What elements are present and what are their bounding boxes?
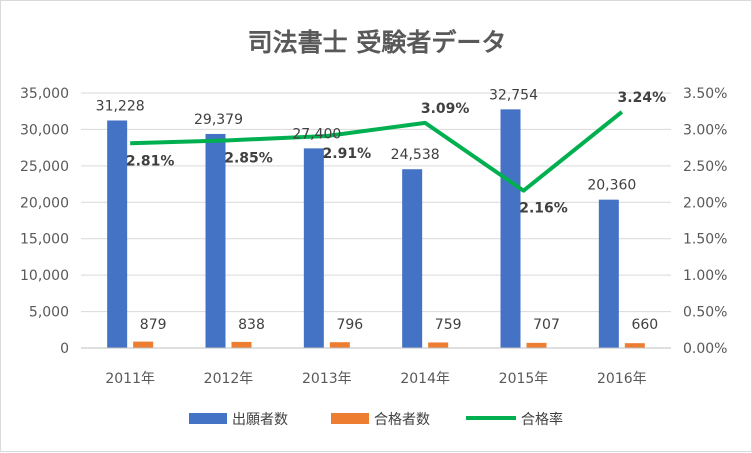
right-tick-label: 2.50% <box>683 159 727 175</box>
x-tick-label: 2011年 <box>105 371 155 387</box>
x-tick-label: 2012年 <box>204 371 254 387</box>
applicants-bar <box>500 109 521 349</box>
rate-line-path <box>130 110 624 193</box>
rate-data-label: 2.16% <box>519 201 568 217</box>
left-tick-label: 5,000 <box>29 305 69 321</box>
x-tick-label: 2016年 <box>597 371 647 387</box>
left-tick-label: 25,000 <box>20 159 69 175</box>
rate-data-label: 2.85% <box>224 150 273 166</box>
x-tick-label: 2014年 <box>400 371 450 387</box>
left-tick-label: 10,000 <box>20 268 69 284</box>
left-tick-label: 0 <box>60 341 69 357</box>
applicants-bar <box>303 148 324 348</box>
applicants-data-label: 24,538 <box>391 147 440 163</box>
data-labels: 31,228 29,379 27,400 24,538 32,754 20,360 879 8… <box>96 87 666 333</box>
legend-swatch <box>331 413 369 424</box>
applicants-data-label: 32,754 <box>489 87 538 103</box>
left-axis: 0 5,000 10,000 15,000 20,000 25,000 30,000 35,0… <box>20 86 69 357</box>
right-tick-label: 1.00% <box>683 268 727 284</box>
passers-data-label: 660 <box>631 317 658 333</box>
rate-data-label: 3.24% <box>618 90 667 106</box>
applicants-data-label: 29,379 <box>194 112 243 128</box>
passers-bar <box>231 341 252 348</box>
legend-label: 合格者数 <box>374 412 430 428</box>
passers-data-label: 707 <box>533 317 560 333</box>
legend-item: 合格率 <box>466 411 563 428</box>
applicants-bar <box>598 199 619 348</box>
applicants-data-label: 27,400 <box>292 126 341 142</box>
left-tick-label: 15,000 <box>20 232 69 248</box>
applicants-data-label: 20,360 <box>587 178 636 194</box>
right-tick-label: 2.00% <box>683 195 727 211</box>
bars <box>107 109 645 349</box>
applicants-bar <box>402 169 423 348</box>
rate-data-label: 2.81% <box>126 153 175 169</box>
left-tick-label: 20,000 <box>20 195 69 211</box>
legend-swatch <box>189 413 227 424</box>
passers-data-label: 796 <box>336 317 363 333</box>
rate-data-label: 3.09% <box>421 101 470 117</box>
passers-data-label: 759 <box>435 317 462 333</box>
passers-bar <box>133 341 154 348</box>
legend: 出願者数 合格者数 合格率 <box>189 411 563 428</box>
legend-label: 合格率 <box>521 411 563 428</box>
right-tick-label: 1.50% <box>683 232 727 248</box>
applicants-bar <box>107 120 128 348</box>
left-tick-label: 35,000 <box>20 86 69 102</box>
right-tick-label: 0.50% <box>683 305 727 321</box>
applicants-bar <box>205 133 226 348</box>
legend-label: 出願者数 <box>232 412 288 428</box>
x-tick-label: 2013年 <box>302 371 352 387</box>
gridlines <box>81 92 671 349</box>
passers-bar <box>329 342 350 348</box>
passers-data-label: 879 <box>140 317 167 333</box>
passers-bar <box>526 342 547 348</box>
passers-bar <box>624 343 645 348</box>
passers-bar <box>428 342 449 348</box>
passers-data-label: 838 <box>238 317 265 333</box>
x-axis: 2011年 2012年 2013年 2014年 2015年 2016年 <box>81 347 671 387</box>
right-axis: 0.00% 0.50% 1.00% 1.50% 2.00% 2.50% 3.00% 3.50% <box>683 86 727 357</box>
chart-title: 司法書士 受験者データ <box>248 28 507 57</box>
legend-item: 出願者数 <box>189 412 288 428</box>
legend-item: 合格者数 <box>331 412 430 428</box>
left-tick-label: 30,000 <box>20 122 69 138</box>
right-tick-label: 3.50% <box>683 86 727 102</box>
rate-data-label: 2.91% <box>323 146 372 162</box>
right-tick-label: 3.00% <box>683 122 727 138</box>
applicants-data-label: 31,228 <box>96 98 145 114</box>
rate-line <box>130 110 624 193</box>
x-tick-label: 2015年 <box>499 371 549 387</box>
right-tick-label: 0.00% <box>683 341 727 357</box>
